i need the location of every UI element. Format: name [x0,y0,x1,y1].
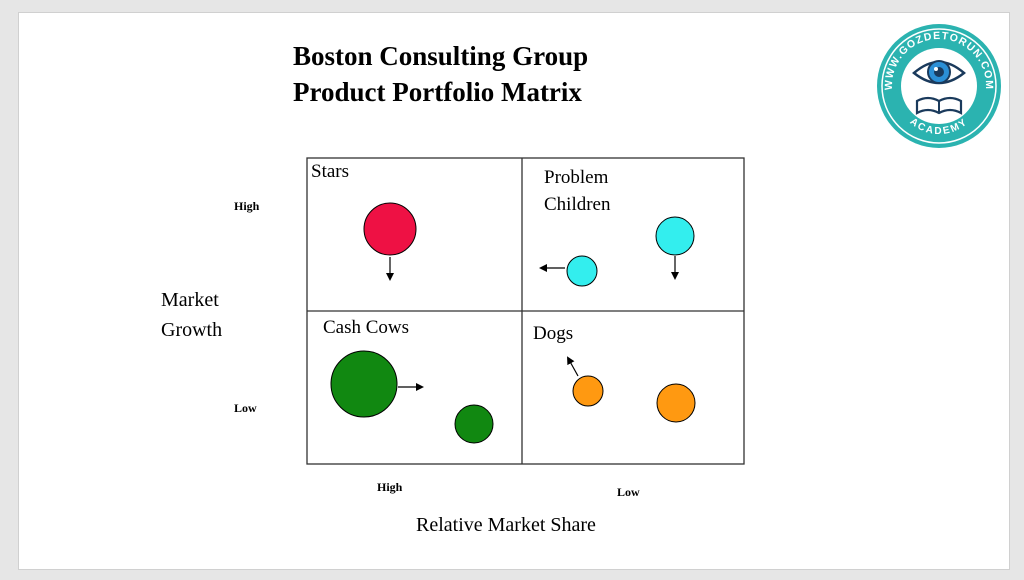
x-axis-high-label: High [377,480,403,494]
x-axis-title: Relative Market Share [416,514,596,536]
dogs-arrow [567,356,579,377]
bcg-matrix-diagram: Stars Problem Children Cash Cows Dogs Hi… [161,157,745,536]
y-axis-low-label: Low [234,401,257,415]
y-axis-title-line-2: Growth [161,319,222,341]
problem-children-circle-small [566,255,598,287]
stars-circle [363,202,417,256]
cash-cows-circle-small [454,404,494,444]
problem-children-circle-large [655,216,695,256]
academy-logo: WWW.GOZDETORUN.COM ACADEMY [877,24,1001,148]
dogs-circle-large [656,383,696,423]
x-axis-low-label: Low [617,485,640,499]
quadrant-label-cash-cows: Cash Cows [323,317,409,338]
quadrant-label-dogs: Dogs [533,323,573,344]
quadrant-label-problem-children-1: Problem [544,167,609,188]
page-title-line-1: Boston Consulting Group [293,41,589,71]
dogs-circle-small [572,375,604,407]
y-axis-high-label: High [234,199,260,213]
page-title-line-2: Product Portfolio Matrix [293,77,582,107]
quadrant-label-stars: Stars [311,161,349,182]
slide: Boston Consulting Group Product Portfoli… [18,12,1010,570]
quadrant-label-problem-children-2: Children [544,194,611,215]
cash-cows-circle-large [330,350,398,418]
y-axis-title-line-1: Market [161,289,219,311]
